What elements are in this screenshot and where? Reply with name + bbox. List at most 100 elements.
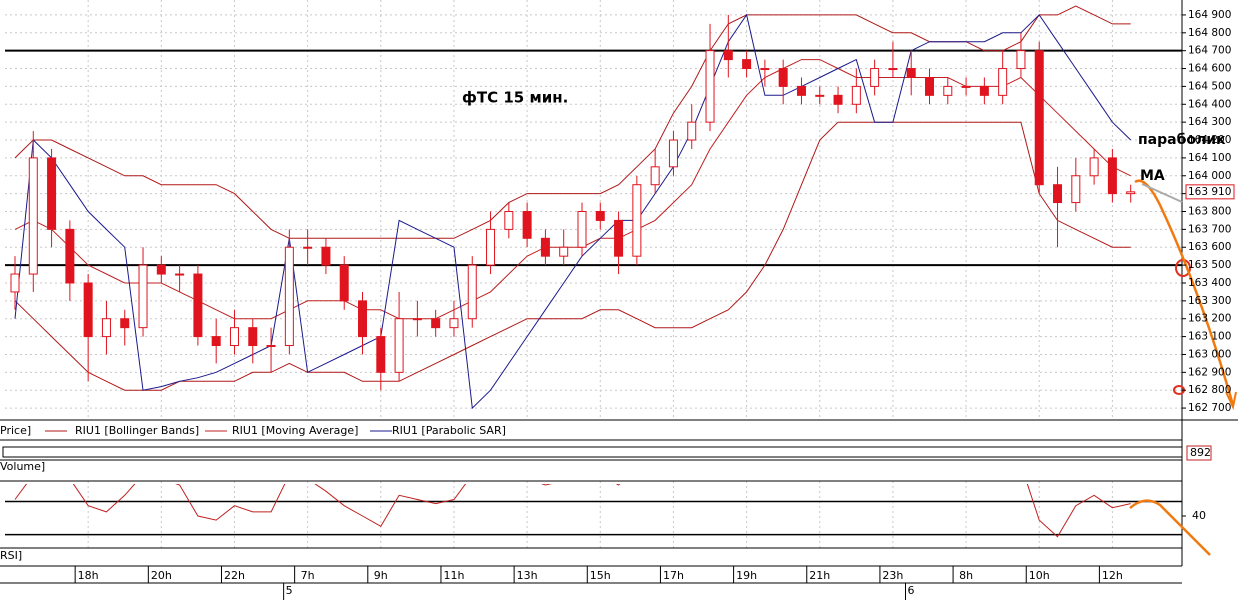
x-tick-label: 23h bbox=[882, 569, 903, 582]
candle-body bbox=[229, 327, 239, 347]
candle-body bbox=[742, 59, 752, 70]
annotation: MA bbox=[1140, 168, 1165, 184]
y-tick-label: 164 300 bbox=[1188, 116, 1231, 128]
candle-body bbox=[614, 219, 624, 257]
candle-body bbox=[193, 273, 203, 338]
legend-label: RIU1 [Moving Average] bbox=[232, 424, 358, 437]
candle-body bbox=[687, 121, 697, 141]
candle-body bbox=[321, 246, 331, 266]
y-tick-label: 164 000 bbox=[1188, 170, 1231, 182]
rsi-pane bbox=[5, 484, 1182, 538]
annotation-arrow bbox=[1129, 499, 1211, 556]
candle-body bbox=[796, 85, 806, 96]
candle-body bbox=[559, 246, 569, 257]
candle-body bbox=[1126, 191, 1136, 195]
x-tick-label: 9h bbox=[374, 569, 388, 582]
y-tick-label: 164 200 bbox=[1188, 134, 1231, 146]
indicator-line bbox=[14, 121, 1131, 391]
candle-body bbox=[1034, 50, 1044, 186]
y-tick-label: 163 100 bbox=[1188, 331, 1231, 343]
legend-label: Price] bbox=[0, 424, 31, 437]
x-tick-label: 20h bbox=[151, 569, 172, 582]
x-tick-label: 21h bbox=[809, 569, 830, 582]
price-tag-label: 163 910 bbox=[1188, 186, 1231, 198]
y-tick-label: 163 700 bbox=[1188, 223, 1231, 235]
candle-body bbox=[961, 85, 971, 88]
pane-label: Volume] bbox=[0, 460, 45, 473]
candle-body bbox=[10, 273, 20, 293]
y-tick-label: 163 500 bbox=[1188, 259, 1231, 271]
candle-body bbox=[138, 264, 148, 329]
candle-body bbox=[28, 157, 38, 275]
candle-body bbox=[540, 237, 550, 257]
volume-tag bbox=[1186, 445, 1212, 461]
candle-body bbox=[522, 211, 532, 239]
y-tick-label: 162 700 bbox=[1188, 402, 1231, 414]
candle-body bbox=[449, 318, 459, 329]
y-tick-label: 163 000 bbox=[1188, 348, 1231, 360]
candle-body bbox=[1107, 157, 1117, 195]
candle-body bbox=[1016, 50, 1026, 70]
x-tick-label: 13h bbox=[517, 569, 538, 582]
candle-body bbox=[778, 68, 788, 87]
candle-body bbox=[120, 318, 130, 329]
candle-body bbox=[394, 318, 404, 373]
candle-body bbox=[577, 211, 587, 248]
candle-body bbox=[467, 264, 477, 320]
candle-body bbox=[431, 318, 441, 329]
day-label: 6 bbox=[908, 584, 915, 597]
candle-body bbox=[211, 336, 221, 347]
legend-label: RIU1 [Parabolic SAR] bbox=[392, 424, 506, 437]
annotation-arrow bbox=[1134, 179, 1235, 406]
candle-body bbox=[303, 246, 313, 249]
y-tick-label: 163 200 bbox=[1188, 313, 1231, 325]
volume-pane bbox=[2, 446, 1183, 458]
candle-body bbox=[851, 85, 861, 105]
candle-body bbox=[339, 264, 349, 302]
candle-body bbox=[979, 85, 989, 96]
candle-body bbox=[650, 166, 660, 186]
candle-body bbox=[101, 318, 111, 338]
candle-body bbox=[870, 68, 880, 87]
candle-body bbox=[486, 228, 496, 266]
y-tick-label: 164 100 bbox=[1188, 152, 1231, 164]
candle-body bbox=[632, 184, 642, 257]
arrow-head bbox=[1225, 391, 1237, 411]
y-tick-label: 164 700 bbox=[1188, 45, 1231, 57]
pane-label: RSI] bbox=[0, 549, 22, 562]
x-tick-label: 22h bbox=[224, 569, 245, 582]
price-pane bbox=[5, 5, 1182, 410]
y-tick-label: 163 400 bbox=[1188, 277, 1231, 289]
y-tick-label: 163 800 bbox=[1188, 206, 1231, 218]
x-tick-label: 15h bbox=[590, 569, 611, 582]
candle-body bbox=[376, 336, 386, 373]
candle-body bbox=[156, 264, 166, 275]
x-tick-label: 18h bbox=[78, 569, 99, 582]
y-tick-label: 164 900 bbox=[1188, 9, 1231, 21]
y-tick-label: 163 300 bbox=[1188, 295, 1231, 307]
x-tick-label: 17h bbox=[663, 569, 684, 582]
candle-body bbox=[1053, 184, 1063, 204]
x-tick-label: 10h bbox=[1029, 569, 1050, 582]
price-tag bbox=[1185, 184, 1235, 200]
candle-body bbox=[504, 211, 514, 230]
indicator-line bbox=[14, 13, 1132, 410]
x-tick-label: 19h bbox=[736, 569, 757, 582]
candle-body bbox=[760, 68, 770, 71]
candle-body bbox=[705, 50, 715, 123]
y-tick-label: 163 600 bbox=[1188, 241, 1231, 253]
volume-value: 892 bbox=[1190, 446, 1211, 459]
x-tick-label: 7h bbox=[301, 569, 315, 582]
y-tick-label: 162 800 bbox=[1188, 384, 1231, 396]
grid bbox=[5, 0, 1182, 548]
legend-label: RIU1 [Bollinger Bands] bbox=[75, 424, 199, 437]
candle-body bbox=[723, 50, 733, 61]
y-tick-label: 164 600 bbox=[1188, 63, 1231, 75]
candle-body bbox=[595, 211, 605, 221]
title: фТС 15 мин. bbox=[462, 89, 568, 107]
candle-body bbox=[888, 68, 898, 71]
candle-body bbox=[47, 157, 57, 230]
x-tick-label: 8h bbox=[959, 569, 973, 582]
